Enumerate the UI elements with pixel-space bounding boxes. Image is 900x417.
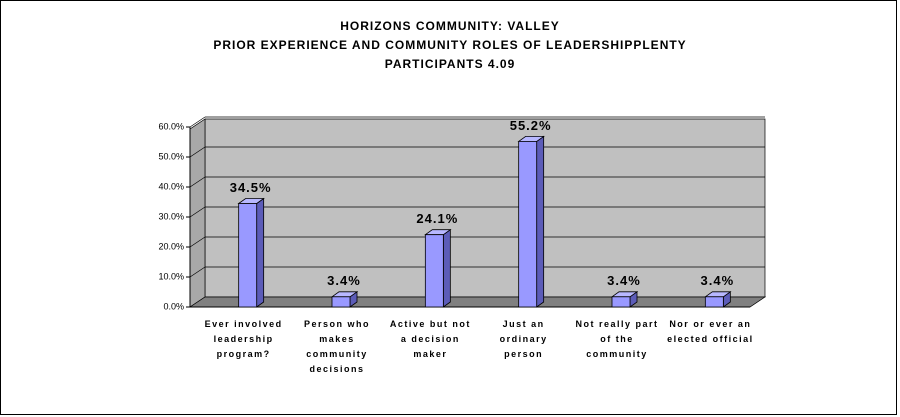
y-tick-label: 30.0% bbox=[158, 211, 184, 221]
bar-side bbox=[536, 135, 545, 308]
back-wall bbox=[204, 118, 766, 298]
bar bbox=[331, 296, 351, 308]
chart-title: HORIZONS COMMUNITY: VALLEY bbox=[340, 19, 560, 33]
chart-title: PARTICIPANTS 4.09 bbox=[385, 57, 516, 71]
x-tick-label: Ever involved leadership program? bbox=[204, 319, 283, 359]
x-tick-label: Just an ordinary person bbox=[499, 319, 548, 359]
data-label: 55.2% bbox=[510, 118, 552, 133]
grid-line bbox=[189, 116, 206, 128]
y-tick-label: 0.0% bbox=[163, 301, 184, 311]
x-tick-label: Not really part of the community bbox=[575, 319, 659, 359]
floor bbox=[188, 296, 767, 308]
grid-line bbox=[189, 206, 206, 218]
data-label: 34.5% bbox=[230, 180, 272, 195]
grid-line bbox=[189, 176, 206, 188]
x-tick-label: Person who makes community decisions bbox=[303, 319, 370, 374]
y-tick-label: 50.0% bbox=[158, 151, 184, 161]
bar bbox=[238, 203, 258, 308]
data-label: 3.4% bbox=[607, 273, 641, 288]
grid-line bbox=[189, 266, 206, 278]
grid-line bbox=[189, 236, 206, 248]
x-tick-label: Nor or ever an elected official bbox=[667, 319, 754, 344]
y-tick-label: 60.0% bbox=[158, 121, 184, 131]
data-label: 3.4% bbox=[327, 273, 361, 288]
bar bbox=[611, 296, 631, 308]
data-label: 3.4% bbox=[701, 273, 735, 288]
data-label: 24.1% bbox=[416, 211, 458, 226]
y-tick-label: 20.0% bbox=[158, 241, 184, 251]
bar bbox=[424, 234, 444, 308]
bar bbox=[518, 140, 538, 308]
y-tick-label: 10.0% bbox=[158, 271, 184, 281]
bar bbox=[704, 296, 724, 308]
bar-side bbox=[256, 197, 265, 308]
y-tick-label: 40.0% bbox=[158, 181, 184, 191]
side-wall bbox=[189, 118, 206, 308]
x-tick-label: Active but not a decision maker bbox=[389, 319, 471, 359]
bar-side bbox=[442, 228, 451, 308]
chart-title: PRIOR EXPERIENCE AND COMMUNITY ROLES OF … bbox=[213, 38, 686, 52]
grid-line bbox=[189, 146, 206, 158]
